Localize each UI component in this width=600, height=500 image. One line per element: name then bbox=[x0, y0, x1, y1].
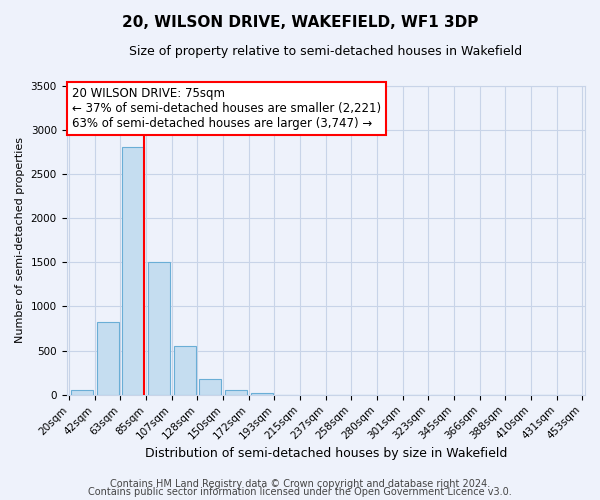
Bar bbox=[251, 392, 272, 395]
Bar bbox=[148, 262, 170, 395]
Bar bbox=[71, 390, 93, 395]
Title: Size of property relative to semi-detached houses in Wakefield: Size of property relative to semi-detach… bbox=[129, 45, 523, 58]
Bar bbox=[122, 148, 144, 395]
Text: 20, WILSON DRIVE, WAKEFIELD, WF1 3DP: 20, WILSON DRIVE, WAKEFIELD, WF1 3DP bbox=[122, 15, 478, 30]
Text: Contains public sector information licensed under the Open Government Licence v3: Contains public sector information licen… bbox=[88, 487, 512, 497]
Text: Contains HM Land Registry data © Crown copyright and database right 2024.: Contains HM Land Registry data © Crown c… bbox=[110, 479, 490, 489]
Bar bbox=[173, 346, 196, 395]
Bar bbox=[199, 378, 221, 395]
Bar bbox=[225, 390, 247, 395]
Text: 20 WILSON DRIVE: 75sqm
← 37% of semi-detached houses are smaller (2,221)
63% of : 20 WILSON DRIVE: 75sqm ← 37% of semi-det… bbox=[72, 87, 381, 130]
Y-axis label: Number of semi-detached properties: Number of semi-detached properties bbox=[15, 137, 25, 343]
Bar bbox=[97, 322, 119, 395]
X-axis label: Distribution of semi-detached houses by size in Wakefield: Distribution of semi-detached houses by … bbox=[145, 447, 507, 460]
